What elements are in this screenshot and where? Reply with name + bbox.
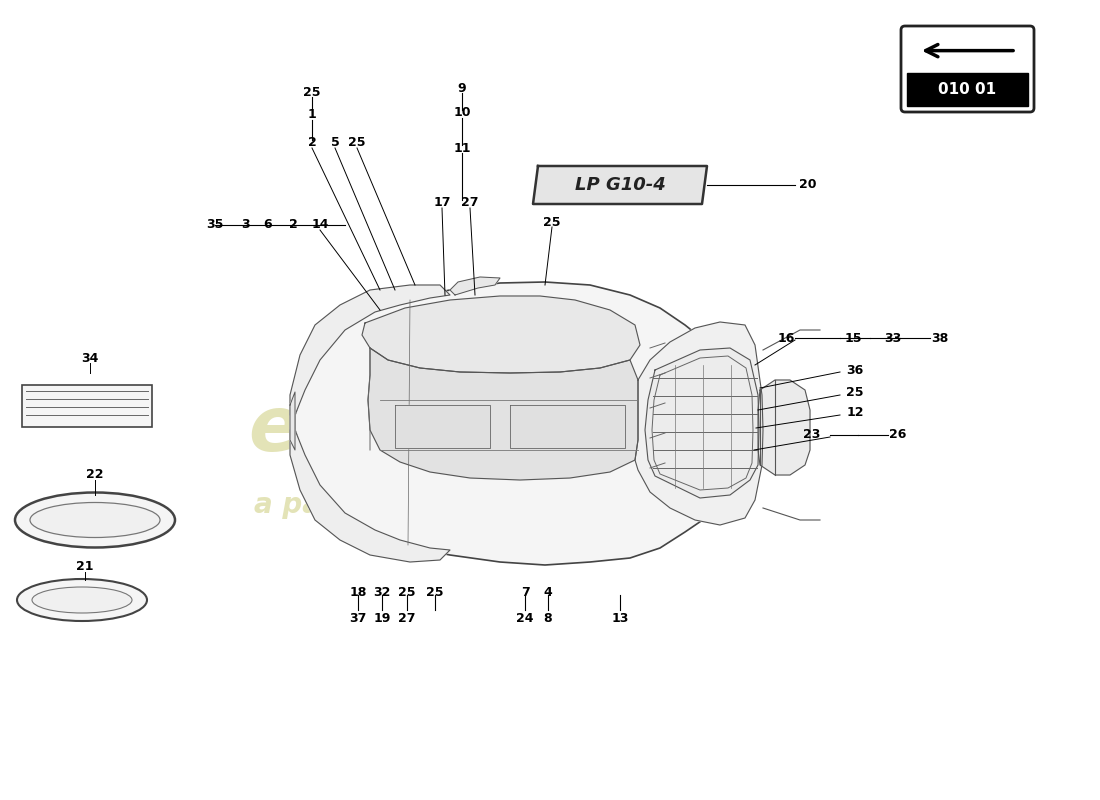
Text: a passion for parts since 1985: a passion for parts since 1985 [254, 491, 726, 519]
Text: 8: 8 [543, 611, 552, 625]
Text: 2: 2 [288, 218, 297, 231]
Ellipse shape [16, 579, 147, 621]
Text: 010 01: 010 01 [938, 82, 997, 97]
Bar [908, 74, 1028, 106]
Text: 15: 15 [845, 331, 861, 345]
Text: 35: 35 [207, 218, 223, 231]
Polygon shape [290, 285, 450, 415]
Text: 7: 7 [520, 586, 529, 599]
Ellipse shape [32, 587, 132, 613]
Text: 25: 25 [304, 86, 321, 98]
Polygon shape [368, 348, 638, 480]
Ellipse shape [15, 493, 175, 547]
Polygon shape [635, 322, 763, 525]
Text: 24: 24 [516, 611, 534, 625]
Text: 36: 36 [846, 363, 864, 377]
Polygon shape [395, 405, 490, 448]
Text: LP G10-4: LP G10-4 [574, 176, 666, 194]
Text: 18: 18 [350, 586, 366, 599]
Polygon shape [534, 166, 707, 204]
Text: 27: 27 [398, 611, 416, 625]
Text: 9: 9 [458, 82, 466, 94]
Text: 4: 4 [543, 586, 552, 599]
Text: 34: 34 [81, 351, 99, 365]
Text: 16: 16 [778, 331, 795, 345]
Polygon shape [510, 405, 625, 448]
Text: 5: 5 [331, 137, 340, 150]
Text: 25: 25 [543, 215, 561, 229]
Polygon shape [758, 380, 810, 475]
Text: eurospares: eurospares [249, 393, 732, 467]
Text: 27: 27 [461, 197, 478, 210]
Text: 25: 25 [427, 586, 443, 599]
Text: 25: 25 [846, 386, 864, 399]
Text: 14: 14 [311, 218, 329, 231]
FancyBboxPatch shape [901, 26, 1034, 112]
Text: 20: 20 [800, 178, 816, 191]
Text: 23: 23 [803, 429, 820, 442]
Polygon shape [290, 392, 295, 450]
Text: 26: 26 [889, 429, 906, 442]
Text: 11: 11 [453, 142, 471, 154]
Text: 32: 32 [373, 586, 390, 599]
Text: 33: 33 [884, 331, 902, 345]
Text: 6: 6 [264, 218, 273, 231]
Text: 19: 19 [373, 611, 390, 625]
Polygon shape [295, 282, 748, 565]
Text: 25: 25 [398, 586, 416, 599]
Polygon shape [450, 277, 500, 295]
Text: 21: 21 [76, 561, 94, 574]
Text: 17: 17 [433, 197, 451, 210]
Text: 12: 12 [846, 406, 864, 419]
Polygon shape [362, 296, 640, 373]
Text: 38: 38 [932, 331, 948, 345]
Text: 22: 22 [86, 469, 103, 482]
Text: 25: 25 [349, 137, 365, 150]
Text: 10: 10 [453, 106, 471, 119]
Text: 13: 13 [612, 611, 629, 625]
FancyBboxPatch shape [22, 385, 152, 427]
Polygon shape [290, 430, 450, 562]
Ellipse shape [31, 503, 160, 537]
Text: 2: 2 [308, 137, 317, 150]
Text: 1: 1 [308, 109, 317, 122]
Text: 3: 3 [241, 218, 250, 231]
Text: 37: 37 [350, 611, 366, 625]
Polygon shape [645, 348, 759, 498]
